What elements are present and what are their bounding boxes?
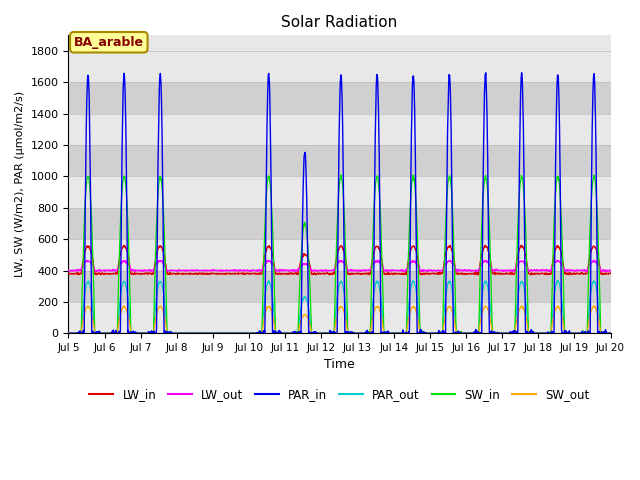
Y-axis label: LW, SW (W/m2), PAR (μmol/m2/s): LW, SW (W/m2), PAR (μmol/m2/s)	[15, 91, 25, 277]
SW_out	[65, 330, 72, 336]
Bar	[68, 208, 611, 239]
PAR_out	[554, 277, 562, 283]
Legend: LW_in, LW_out, PAR_in, PAR_out, SW_in, SW_out: LW_in, LW_out, PAR_in, PAR_out, SW_in, S…	[84, 384, 594, 406]
Bar	[68, 145, 611, 177]
PAR_in	[355, 330, 363, 336]
SW_in	[559, 259, 566, 265]
PAR_in	[216, 330, 223, 336]
SW_in	[574, 330, 582, 336]
Title: Solar Radiation: Solar Radiation	[282, 15, 397, 30]
Bar	[68, 177, 611, 208]
Bar	[68, 302, 611, 333]
SW_in	[355, 330, 363, 336]
LW_in	[607, 270, 614, 276]
LW_in	[574, 271, 582, 276]
LW_in	[481, 242, 489, 248]
PAR_in	[518, 70, 525, 76]
SW_out	[574, 330, 582, 336]
SW_in	[607, 330, 614, 336]
SW_out	[607, 330, 614, 336]
LW_out	[472, 269, 480, 275]
PAR_in	[574, 330, 582, 336]
SW_out	[367, 325, 375, 331]
LW_in	[367, 268, 374, 274]
X-axis label: Time: Time	[324, 359, 355, 372]
LW_out	[607, 268, 614, 274]
PAR_out	[216, 330, 223, 336]
LW_out	[216, 267, 223, 273]
SW_out	[497, 330, 505, 336]
PAR_in	[559, 330, 566, 336]
PAR_in	[607, 330, 614, 336]
LW_in	[559, 260, 567, 266]
Bar	[68, 114, 611, 145]
PAR_out	[355, 330, 363, 336]
PAR_out	[367, 324, 374, 330]
PAR_out	[559, 307, 566, 312]
SW_out	[559, 318, 566, 324]
LW_out	[65, 268, 72, 274]
Text: BA_arable: BA_arable	[74, 36, 144, 49]
Line: LW_in: LW_in	[68, 245, 611, 275]
PAR_in	[367, 330, 374, 336]
PAR_out	[574, 330, 582, 336]
Line: PAR_out: PAR_out	[68, 280, 611, 333]
SW_in	[367, 301, 375, 307]
PAR_out	[65, 330, 72, 336]
Line: SW_out: SW_out	[68, 306, 611, 333]
SW_out	[216, 330, 223, 336]
LW_in	[527, 272, 534, 278]
PAR_out	[497, 330, 504, 336]
SW_in	[337, 172, 345, 178]
SW_in	[216, 330, 223, 336]
LW_out	[367, 267, 374, 273]
LW_out	[355, 268, 363, 274]
LW_in	[216, 271, 223, 276]
Line: PAR_in: PAR_in	[68, 73, 611, 333]
PAR_in	[497, 330, 504, 336]
Bar	[68, 83, 611, 114]
SW_in	[497, 330, 505, 336]
LW_out	[559, 263, 567, 269]
SW_in	[65, 330, 72, 336]
Bar	[68, 239, 611, 271]
Bar	[68, 51, 611, 83]
PAR_out	[607, 330, 614, 336]
Line: SW_in: SW_in	[68, 175, 611, 333]
LW_in	[65, 271, 72, 276]
LW_in	[497, 270, 505, 276]
LW_in	[355, 271, 363, 276]
SW_out	[355, 330, 363, 336]
LW_out	[574, 267, 582, 273]
PAR_in	[65, 330, 72, 336]
SW_out	[120, 303, 128, 309]
Line: LW_out: LW_out	[68, 260, 611, 272]
LW_out	[497, 268, 505, 274]
LW_out	[375, 257, 383, 263]
Bar	[68, 271, 611, 302]
